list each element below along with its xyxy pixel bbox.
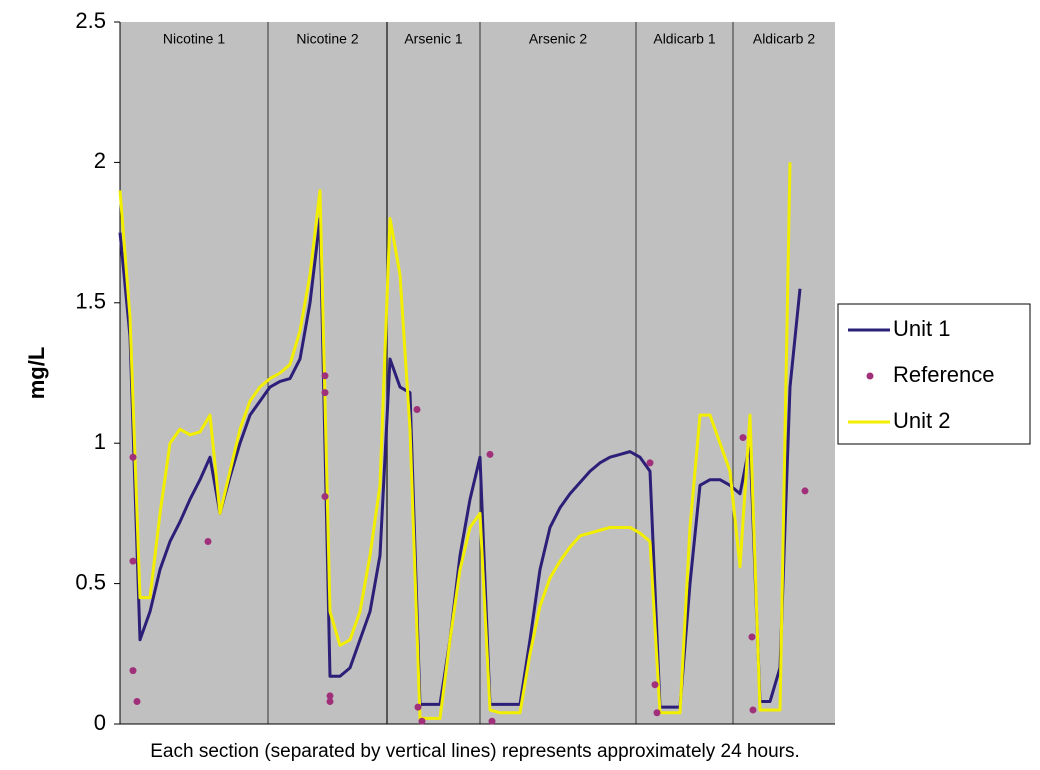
section-label: Arsenic 2 bbox=[529, 31, 588, 47]
legend-label: Unit 2 bbox=[893, 408, 950, 433]
reference-point bbox=[204, 537, 212, 545]
reference-point bbox=[653, 709, 661, 717]
reference-point bbox=[801, 487, 809, 495]
reference-point bbox=[748, 633, 756, 641]
reference-point bbox=[326, 698, 334, 706]
footnote: Each section (separated by vertical line… bbox=[150, 741, 800, 762]
reference-point bbox=[321, 493, 329, 501]
reference-point bbox=[418, 717, 426, 725]
reference-point bbox=[749, 706, 757, 714]
legend-swatch bbox=[866, 372, 874, 380]
reference-point bbox=[486, 450, 494, 458]
reference-point bbox=[129, 667, 137, 675]
y-tick-label: 2.5 bbox=[75, 8, 106, 33]
reference-point bbox=[414, 703, 422, 711]
reference-point bbox=[739, 434, 747, 442]
section-label: Nicotine 2 bbox=[296, 31, 358, 47]
y-tick-label: 0 bbox=[94, 710, 106, 735]
reference-point bbox=[413, 406, 421, 414]
series-line bbox=[118, 162, 792, 720]
reference-point bbox=[646, 459, 654, 467]
section-label: Aldicarb 1 bbox=[653, 31, 715, 47]
section-label: Arsenic 1 bbox=[404, 31, 463, 47]
y-tick-label: 2 bbox=[94, 148, 106, 173]
reference-point bbox=[651, 681, 659, 689]
legend-label: Reference bbox=[893, 362, 995, 387]
reference-point bbox=[129, 453, 137, 461]
reference-point bbox=[488, 717, 496, 725]
legend-label: Unit 1 bbox=[893, 316, 950, 341]
y-axis-label: mg/L bbox=[24, 347, 49, 400]
reference-point bbox=[133, 698, 141, 706]
y-tick-label: 1.5 bbox=[75, 289, 106, 314]
reference-point bbox=[321, 372, 329, 380]
reference-point bbox=[321, 389, 329, 397]
section-label: Aldicarb 2 bbox=[753, 31, 815, 47]
y-tick-label: 1 bbox=[94, 429, 106, 454]
series-line bbox=[118, 217, 802, 709]
reference-point bbox=[326, 692, 334, 700]
section-label: Nicotine 1 bbox=[163, 31, 225, 47]
plot-area bbox=[120, 22, 835, 724]
reference-point bbox=[129, 557, 137, 565]
y-tick-label: 0.5 bbox=[75, 569, 106, 594]
